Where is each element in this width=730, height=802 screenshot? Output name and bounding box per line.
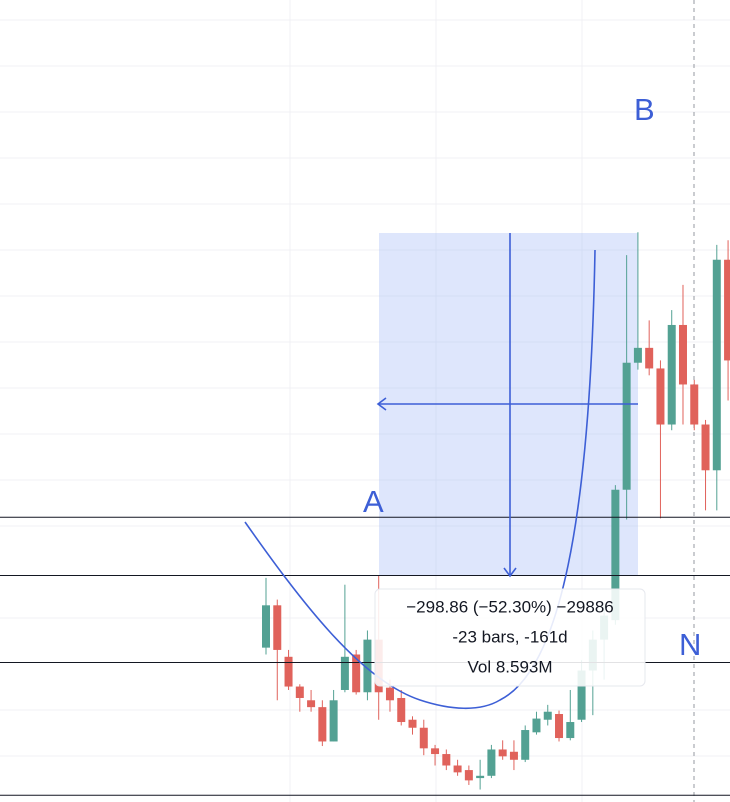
candle-body: [543, 711, 552, 720]
candle-body: [352, 654, 361, 693]
label: N: [679, 627, 701, 662]
candle-body: [464, 770, 473, 781]
candle-body: [712, 259, 721, 471]
candle-body: [645, 347, 654, 369]
candle-body: [385, 687, 394, 701]
label: B: [634, 92, 655, 127]
tooltip-bars: -23 bars, -161d: [452, 627, 567, 646]
candle-body: [295, 686, 304, 698]
candle-body: [611, 489, 620, 621]
candle-body: [397, 697, 406, 723]
candle-body: [431, 748, 440, 755]
candle-body: [532, 718, 541, 733]
candle-body: [273, 605, 282, 650]
candle-body: [724, 259, 730, 361]
candle-body: [667, 324, 676, 425]
candle-body: [476, 775, 485, 779]
candle-body: [521, 730, 530, 760]
drawings: [244, 233, 638, 710]
candle-body: [453, 765, 462, 773]
label: A: [363, 484, 384, 519]
curve: [244, 249, 596, 710]
candle-body: [340, 656, 349, 690]
tooltip-volume: Vol 8.593M: [467, 657, 552, 676]
candle-body: [701, 424, 710, 471]
candle-body: [329, 700, 338, 742]
tooltip-change: −298.86 (−52.30%) −29886: [406, 597, 613, 616]
candle-body: [498, 749, 507, 757]
candle-body: [442, 754, 451, 766]
candle-body: [509, 751, 518, 760]
horizontal-lines: [0, 516, 730, 796]
candle-body: [566, 722, 575, 739]
candle-body: [577, 670, 586, 720]
candle-body: [555, 714, 564, 739]
candle-body: [633, 347, 642, 363]
candle-body: [690, 384, 699, 425]
tooltip-box: [374, 588, 646, 687]
tooltip: −298.86 (−52.30%) −29886 -23 bars, -161d…: [374, 588, 646, 687]
arrowhead: [503, 567, 517, 578]
arrowhead: [376, 397, 387, 411]
candle-body: [487, 749, 496, 776]
candle-body: [307, 700, 316, 708]
candle-body: [363, 639, 372, 693]
candle-body: [284, 656, 293, 687]
candle-body: [408, 719, 417, 728]
candle-body: [318, 707, 327, 742]
candle-body: [622, 362, 631, 490]
candle-body: [419, 727, 428, 749]
candle-body: [656, 368, 665, 425]
candle-body: [262, 605, 270, 648]
candle-body: [678, 324, 687, 385]
